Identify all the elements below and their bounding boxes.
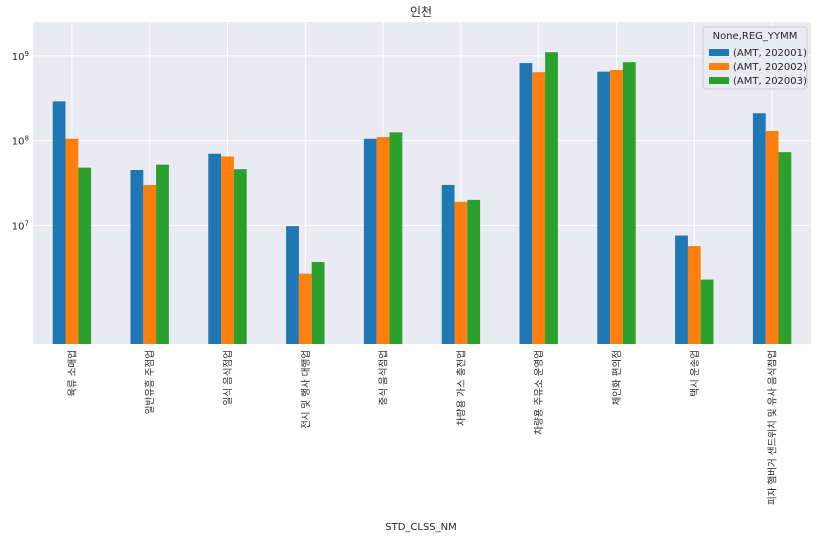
legend-title: None,REG_YYMM — [713, 31, 798, 42]
bar — [752, 113, 766, 345]
legend-label: (AMT, 202003) — [733, 76, 807, 87]
bar — [286, 226, 299, 344]
bar — [687, 246, 701, 344]
bar — [143, 184, 157, 344]
bar — [376, 137, 390, 344]
x-axis-label: STD_CLSS_NM — [385, 522, 457, 533]
bars — [52, 52, 792, 345]
legend-label: (AMT, 202001) — [733, 48, 807, 59]
bar — [208, 153, 222, 344]
bar — [545, 52, 558, 345]
bar — [532, 72, 546, 344]
bar — [700, 279, 714, 344]
bar — [130, 170, 144, 344]
bar — [597, 71, 611, 345]
bar — [298, 273, 312, 344]
bar — [622, 62, 636, 344]
legend-swatch — [709, 77, 729, 84]
bar — [233, 169, 247, 344]
bar — [65, 138, 79, 344]
bar — [675, 235, 688, 344]
x-tick-label: 체인화 편의점 — [611, 350, 623, 405]
bar — [467, 199, 481, 344]
chart-title: 인천 — [410, 4, 432, 19]
x-tick-label: 피자 햄버거 샌드위치 및 유사 음식점업 — [767, 350, 779, 505]
x-tick-label: 전시 및 행사 대행업 — [300, 350, 312, 429]
x-tick-label: 중식 음식점업 — [378, 350, 390, 405]
x-tick-label: 차량용 가스 충전업 — [455, 350, 467, 426]
legend-box — [702, 26, 808, 90]
bar — [610, 69, 623, 345]
bar — [363, 138, 377, 344]
bar — [454, 201, 468, 344]
x-tick-label: 일식 음식점업 — [222, 350, 234, 405]
x-axis: 육류 소매업 일반유흥 주점업 일식 음식점업 전시 및 행사 대행업 중식 음식점업 차… — [66, 350, 778, 505]
bar — [389, 132, 403, 344]
x-tick-label: 일반유흥 주점업 — [144, 350, 156, 414]
x-tick-label: 차량용 주유소 운영업 — [533, 350, 545, 435]
bar — [778, 152, 792, 344]
bar — [765, 130, 779, 344]
legend: None,REG_YYMM (AMT, 202001) (AMT, 202002) (… — [702, 26, 808, 90]
y-tick-label: 107 — [12, 219, 29, 232]
bar — [221, 156, 234, 344]
bar — [156, 164, 169, 344]
legend-swatch — [709, 49, 729, 56]
x-tick-label: 육류 소매업 — [66, 350, 78, 397]
bar — [441, 184, 455, 344]
x-tick-label: 택시 운송업 — [689, 350, 701, 397]
bar — [311, 262, 325, 344]
legend-label: (AMT, 202002) — [733, 62, 807, 73]
y-axis: 107 108 109 — [12, 50, 29, 233]
bar — [519, 63, 533, 345]
legend-swatch — [709, 63, 729, 70]
y-tick-label: 109 — [12, 50, 29, 63]
bar — [78, 167, 92, 344]
bar — [52, 101, 66, 344]
y-tick-label: 108 — [12, 135, 29, 148]
